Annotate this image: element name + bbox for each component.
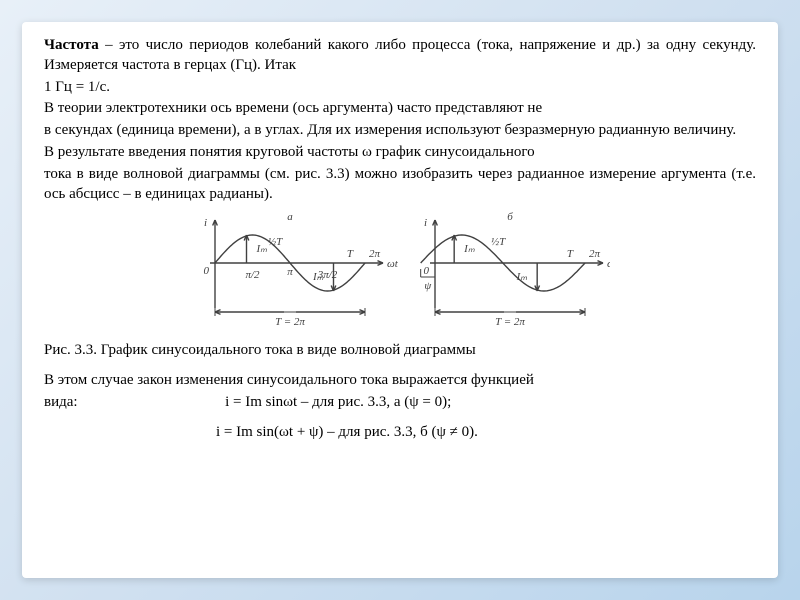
p2-rest: в секундах (единица времени), а в углах.… [44, 121, 756, 141]
term-frequency: Частота [44, 37, 99, 53]
svg-text:б: б [507, 211, 513, 223]
svg-text:T = 2π: T = 2π [275, 316, 305, 328]
para-1: Частота – это число периодов колебаний к… [44, 36, 756, 76]
p4: В этом случае закон изменения синусоидал… [44, 371, 756, 391]
svg-text:а: а [287, 211, 293, 223]
p1-line2: 1 Гц = 1/с. [44, 78, 756, 98]
svg-text:π/2: π/2 [245, 269, 260, 281]
wave-diagram-svg: аiωt0π/2π3π/22π½TTIₘIₘT = 2πбiωt0IₘIₘ½TT… [190, 208, 610, 328]
eq2-line: i = Im sin(ωt + ψ) – для рис. 3.3, б (ψ … [44, 423, 756, 443]
figure-3-3: аiωt0π/2π3π/22π½TTIₘIₘT = 2πбiωt0IₘIₘ½TT… [44, 208, 756, 335]
svg-text:i: i [424, 217, 427, 229]
svg-text:π: π [287, 266, 293, 278]
p3-rest: тока в виде волновой диаграммы (см. рис.… [44, 165, 756, 205]
svg-text:ψ: ψ [424, 280, 431, 292]
svg-text:½T: ½T [268, 236, 283, 248]
svg-text:Iₘ: Iₘ [256, 243, 268, 255]
svg-text:2π: 2π [589, 248, 601, 260]
p1-rest: – это число периодов колебаний какого ли… [44, 37, 756, 73]
svg-text:T = 2π: T = 2π [495, 316, 525, 328]
svg-text:2π: 2π [369, 248, 381, 260]
svg-text:T: T [567, 248, 574, 260]
svg-text:0: 0 [424, 265, 430, 277]
eq1-label: вида: [44, 394, 78, 410]
svg-text:Iₘ: Iₘ [463, 243, 475, 255]
svg-text:T: T [347, 248, 354, 260]
svg-text:Iₘ: Iₘ [516, 271, 528, 283]
p2-line1: В теории электротехники ось времени (ось… [44, 99, 756, 119]
eq1-line: вида: i = Im sinωt – для рис. 3.3, а (ψ … [44, 393, 756, 413]
svg-text:i: i [204, 217, 207, 229]
svg-text:Iₘ: Iₘ [312, 271, 324, 283]
figure-caption: Рис. 3.3. График синусоидального тока в … [44, 341, 756, 361]
svg-text:0: 0 [204, 265, 210, 277]
svg-text:½T: ½T [491, 236, 506, 248]
content-area: Частота – это число периодов колебаний к… [22, 22, 778, 452]
svg-text:ωt: ωt [607, 258, 610, 270]
p3-line1: В результате введения понятия круговой ч… [44, 143, 756, 163]
eq2: i = Im sin(ωt + ψ) – для рис. 3.3, б (ψ … [216, 424, 478, 440]
eq1: i = Im sinωt – для рис. 3.3, а (ψ = 0); [225, 394, 451, 410]
svg-text:ωt: ωt [387, 258, 399, 270]
slide-page: Частота – это число периодов колебаний к… [22, 22, 778, 578]
